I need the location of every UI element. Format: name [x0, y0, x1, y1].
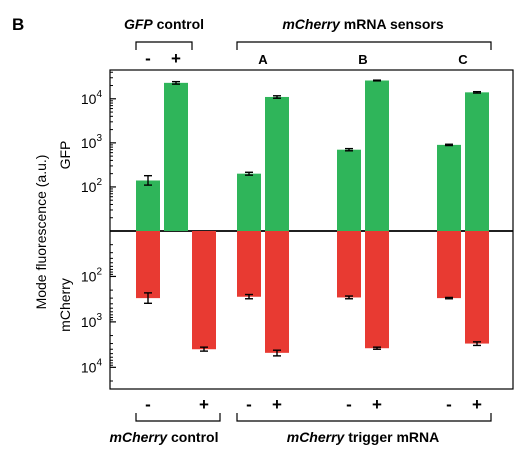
trigger-footer: mCherry trigger mRNA [287, 429, 440, 445]
bars [136, 80, 489, 353]
trigger-footer-italic: mCherry [287, 429, 346, 445]
sensor-label-b: B [358, 52, 367, 67]
plot-frame [109, 69, 514, 390]
panel-label: B [12, 15, 24, 34]
gfp-bar [365, 80, 389, 231]
sensors-header-italic: mCherry [282, 16, 341, 32]
mcherry-tick-label: 104 [81, 357, 103, 375]
bottom-sign-label: - [246, 395, 252, 414]
mcherry-bar [237, 231, 261, 297]
mcherry-tick-label: 103 [81, 312, 103, 330]
mcherry-bar [192, 231, 216, 350]
sign-labels: - + - + - + - + - + [145, 49, 482, 414]
gfp-bar [337, 149, 361, 231]
mcherry-panel-label: mCherry [57, 278, 73, 332]
sensor-label-c: C [458, 52, 468, 67]
bottom-sign-label: - [346, 395, 352, 414]
gfp-bar [136, 180, 160, 231]
bottom-sign-label: + [472, 395, 482, 414]
sensor-label-a: A [258, 52, 268, 67]
bottom-sign-label: + [199, 395, 209, 414]
bottom-sign-label: + [272, 395, 282, 414]
trigger-bracket [236, 413, 492, 422]
sensors-bracket [236, 41, 492, 50]
gfp-tick-label: 104 [81, 89, 103, 107]
y-axis-label: Mode fluorescence (a.u.) [33, 155, 49, 310]
sensors-header-rest: mRNA sensors [340, 16, 444, 32]
bottom-sign-label: + [372, 395, 382, 414]
bottom-sign-label: - [145, 395, 151, 414]
gfp-bar [437, 144, 461, 231]
gfp-bar [237, 173, 261, 231]
gfp-control-header: GFP control [124, 16, 204, 32]
sensors-header: mCherry mRNA sensors [282, 16, 444, 32]
trigger-footer-rest: trigger mRNA [344, 429, 439, 445]
gfp-bar [465, 92, 489, 231]
mcherry-bar [365, 231, 389, 349]
gfp-panel-label: GFP [57, 141, 73, 170]
mcherry-bar [136, 231, 160, 299]
gfp-bar [164, 82, 188, 231]
gfp-control-header-italic: GFP [124, 16, 153, 32]
top-sign-label: + [171, 49, 181, 68]
mcherry-control-footer-rest: control [167, 429, 218, 445]
mcherry-bar [337, 231, 361, 298]
bottom-sign-label: - [446, 395, 452, 414]
mcherry-tick-label: 102 [81, 266, 103, 284]
gfp-control-header-rest: control [153, 16, 204, 32]
top-sign-label: - [145, 49, 151, 68]
gfp-tick-label: 103 [81, 133, 103, 151]
gfp-bar [265, 96, 289, 232]
mcherry-control-footer-italic: mCherry [110, 429, 169, 445]
error-bars [144, 79, 481, 357]
gfp-control-bracket [135, 41, 193, 50]
mcherry-bar [465, 231, 489, 344]
mcherry-bar [265, 231, 289, 353]
mcherry-control-footer: mCherry control [110, 429, 219, 445]
axis-ticks: 102 103 104 102 103 104 [81, 71, 116, 390]
gfp-tick-label: 102 [81, 177, 103, 195]
mcherry-bar [437, 231, 461, 299]
mcherry-control-bracket [135, 413, 221, 422]
